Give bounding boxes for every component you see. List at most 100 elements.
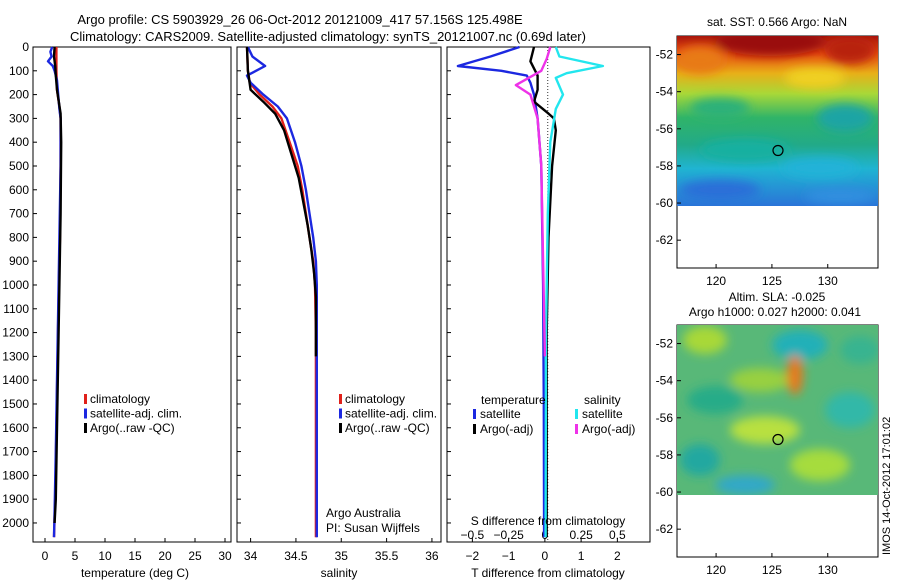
sla-argo-location-marker — [772, 433, 784, 446]
map-x-tick-label: 125 — [762, 274, 782, 288]
temperature-xlabel: temperature (deg C) — [81, 566, 189, 580]
sst-map: sat. SST: 0.566 Argo: NaN -52 -54 -56 -58 -6… — [656, 15, 879, 288]
sla-map-subtitle: Argo h1000: 0.027 h2000: 0.041 — [689, 305, 861, 319]
y-tick-label: 500 — [9, 159, 29, 173]
map-y-tick-label: -60 — [656, 196, 674, 210]
legend-swatch — [84, 423, 87, 433]
y-tick-label: 400 — [9, 135, 29, 149]
map-y-tick-label: -62 — [656, 522, 674, 536]
salinity-panel: 34 34.5 35 35.5 36 salinity climatologysatel… — [236, 46, 442, 580]
legend-header-salinity: salinity — [584, 393, 621, 407]
y-tick-label: 1900 — [2, 492, 29, 506]
legend-swatch — [473, 409, 476, 419]
map-x-tick-label: 130 — [818, 563, 838, 577]
x-tick-label: −2 — [466, 549, 480, 563]
temperature-axes-frame — [32, 46, 232, 543]
legend-label: satellite-adj. clim. — [345, 407, 437, 421]
y-tick-label: 200 — [9, 88, 29, 102]
x-tick-label: 5 — [72, 549, 79, 563]
x-tick-label: 0 — [42, 549, 49, 563]
map-x-tick-label: 120 — [706, 274, 726, 288]
sla-map-title: Altim. SLA: -0.025 — [729, 290, 826, 304]
x-tick-label: 25 — [188, 549, 202, 563]
map-y-tick-label: -52 — [656, 337, 674, 351]
legend-label: satellite — [582, 407, 623, 421]
map-y-tick-label: -56 — [656, 411, 674, 425]
y-tick-label: 1500 — [2, 397, 29, 411]
map-y-tick-label: -58 — [656, 159, 674, 173]
x-tick-label: 0 — [542, 549, 549, 563]
legend-label: climatology — [90, 392, 150, 406]
salinity-xlabel: salinity — [321, 566, 358, 580]
title-line-2: Climatology: CARS2009. Satellite-adjuste… — [70, 29, 586, 44]
x-tick-label: 36 — [425, 549, 439, 563]
sla-map: Altim. SLA: -0.025 Argo h1000: 0.027 h20… — [656, 290, 879, 577]
legend-label: Argo(..raw -QC) — [345, 421, 430, 435]
x-tick-label: 2 — [614, 549, 621, 563]
x-tick-label: 34 — [244, 549, 258, 563]
x2-tick-label: 0.25 — [569, 528, 593, 542]
y-tick-label: 100 — [9, 64, 29, 78]
legend-swatch — [84, 394, 87, 404]
legend-label: Argo(-adj) — [480, 422, 533, 436]
map-y-tick-label: -52 — [656, 48, 674, 62]
legend-swatch — [473, 424, 476, 434]
imos-side-stamp: IMOS 14-Oct-2012 17:01:02 — [881, 417, 893, 555]
y-tick-label: 700 — [9, 207, 29, 221]
x-tick-label: 35 — [335, 549, 349, 563]
s-difference-xlabel: S difference from climatology — [471, 514, 626, 528]
series-line-2 — [52, 46, 63, 524]
x-tick-label: −1 — [502, 549, 516, 563]
temperature-panel: 0 100 200 300 400 500 600 700 800 900 1000 1100 1200… — [2, 40, 232, 580]
difference-panel: −2 −1 0 1 2−0.5 −0.25 0 0.25 0.5 S difference fr… — [446, 45, 651, 580]
t-difference-xlabel: T difference from climatology — [471, 566, 625, 580]
x-tick-label: 30 — [218, 549, 232, 563]
map-y-tick-label: -56 — [656, 122, 674, 136]
map-y-tick-label: -62 — [656, 233, 674, 247]
y-tick-label: 1100 — [3, 302, 29, 316]
salinity-axes-frame — [236, 46, 442, 543]
legend-label: Argo(-adj) — [582, 422, 635, 436]
legend-label: climatology — [345, 392, 405, 406]
map-x-tick-label: 130 — [818, 274, 838, 288]
y-tick-label: 2000 — [2, 516, 29, 530]
x2-tick-label: −0.25 — [493, 528, 524, 542]
x-tick-label: 15 — [128, 549, 142, 563]
legend-swatch — [339, 394, 342, 404]
y-tick-label: 1200 — [2, 326, 29, 340]
x-tick-label: 1 — [578, 549, 585, 563]
y-tick-label: 800 — [9, 230, 29, 244]
x2-tick-label: −0.5 — [461, 528, 485, 542]
y-tick-label: 1600 — [2, 421, 29, 435]
credit-line-2: PI: Susan Wijffels — [326, 521, 420, 535]
map-x-tick-label: 125 — [762, 563, 782, 577]
legend-label: satellite — [480, 407, 521, 421]
y-tick-label: 1800 — [2, 468, 29, 482]
credit-line-1: Argo Australia — [326, 506, 401, 520]
x2-tick-label: 0.5 — [609, 528, 626, 542]
legend-swatch — [339, 423, 342, 433]
y-tick-label: 900 — [9, 254, 29, 268]
legend-swatch — [575, 424, 578, 434]
legend-label: satellite-adj. clim. — [90, 407, 182, 421]
legend-label: Argo(..raw -QC) — [90, 421, 175, 435]
y-tick-label: 1000 — [2, 278, 29, 292]
x-tick-label: 10 — [98, 549, 112, 563]
sst-field — [677, 36, 878, 206]
map-y-tick-label: -54 — [656, 85, 674, 99]
sla-field — [677, 325, 878, 495]
map-x-tick-label: 120 — [706, 563, 726, 577]
series-line-2 — [544, 46, 605, 538]
difference-legend: temperature salinitysatelliteArgo(-adj)sa… — [473, 393, 635, 436]
sst-map-title: sat. SST: 0.566 Argo: NaN — [707, 15, 847, 29]
y-tick-label: 300 — [9, 111, 29, 125]
legend-swatch — [575, 409, 578, 419]
x-tick-label: 34.5 — [284, 549, 308, 563]
y-tick-label: 1700 — [2, 445, 29, 459]
title-line-1: Argo profile: CS 5903929_26 06-Oct-2012 … — [77, 12, 523, 27]
y-tick-label: 600 — [9, 183, 29, 197]
map-y-tick-label: -60 — [656, 485, 674, 499]
map-y-tick-label: -58 — [656, 448, 674, 462]
